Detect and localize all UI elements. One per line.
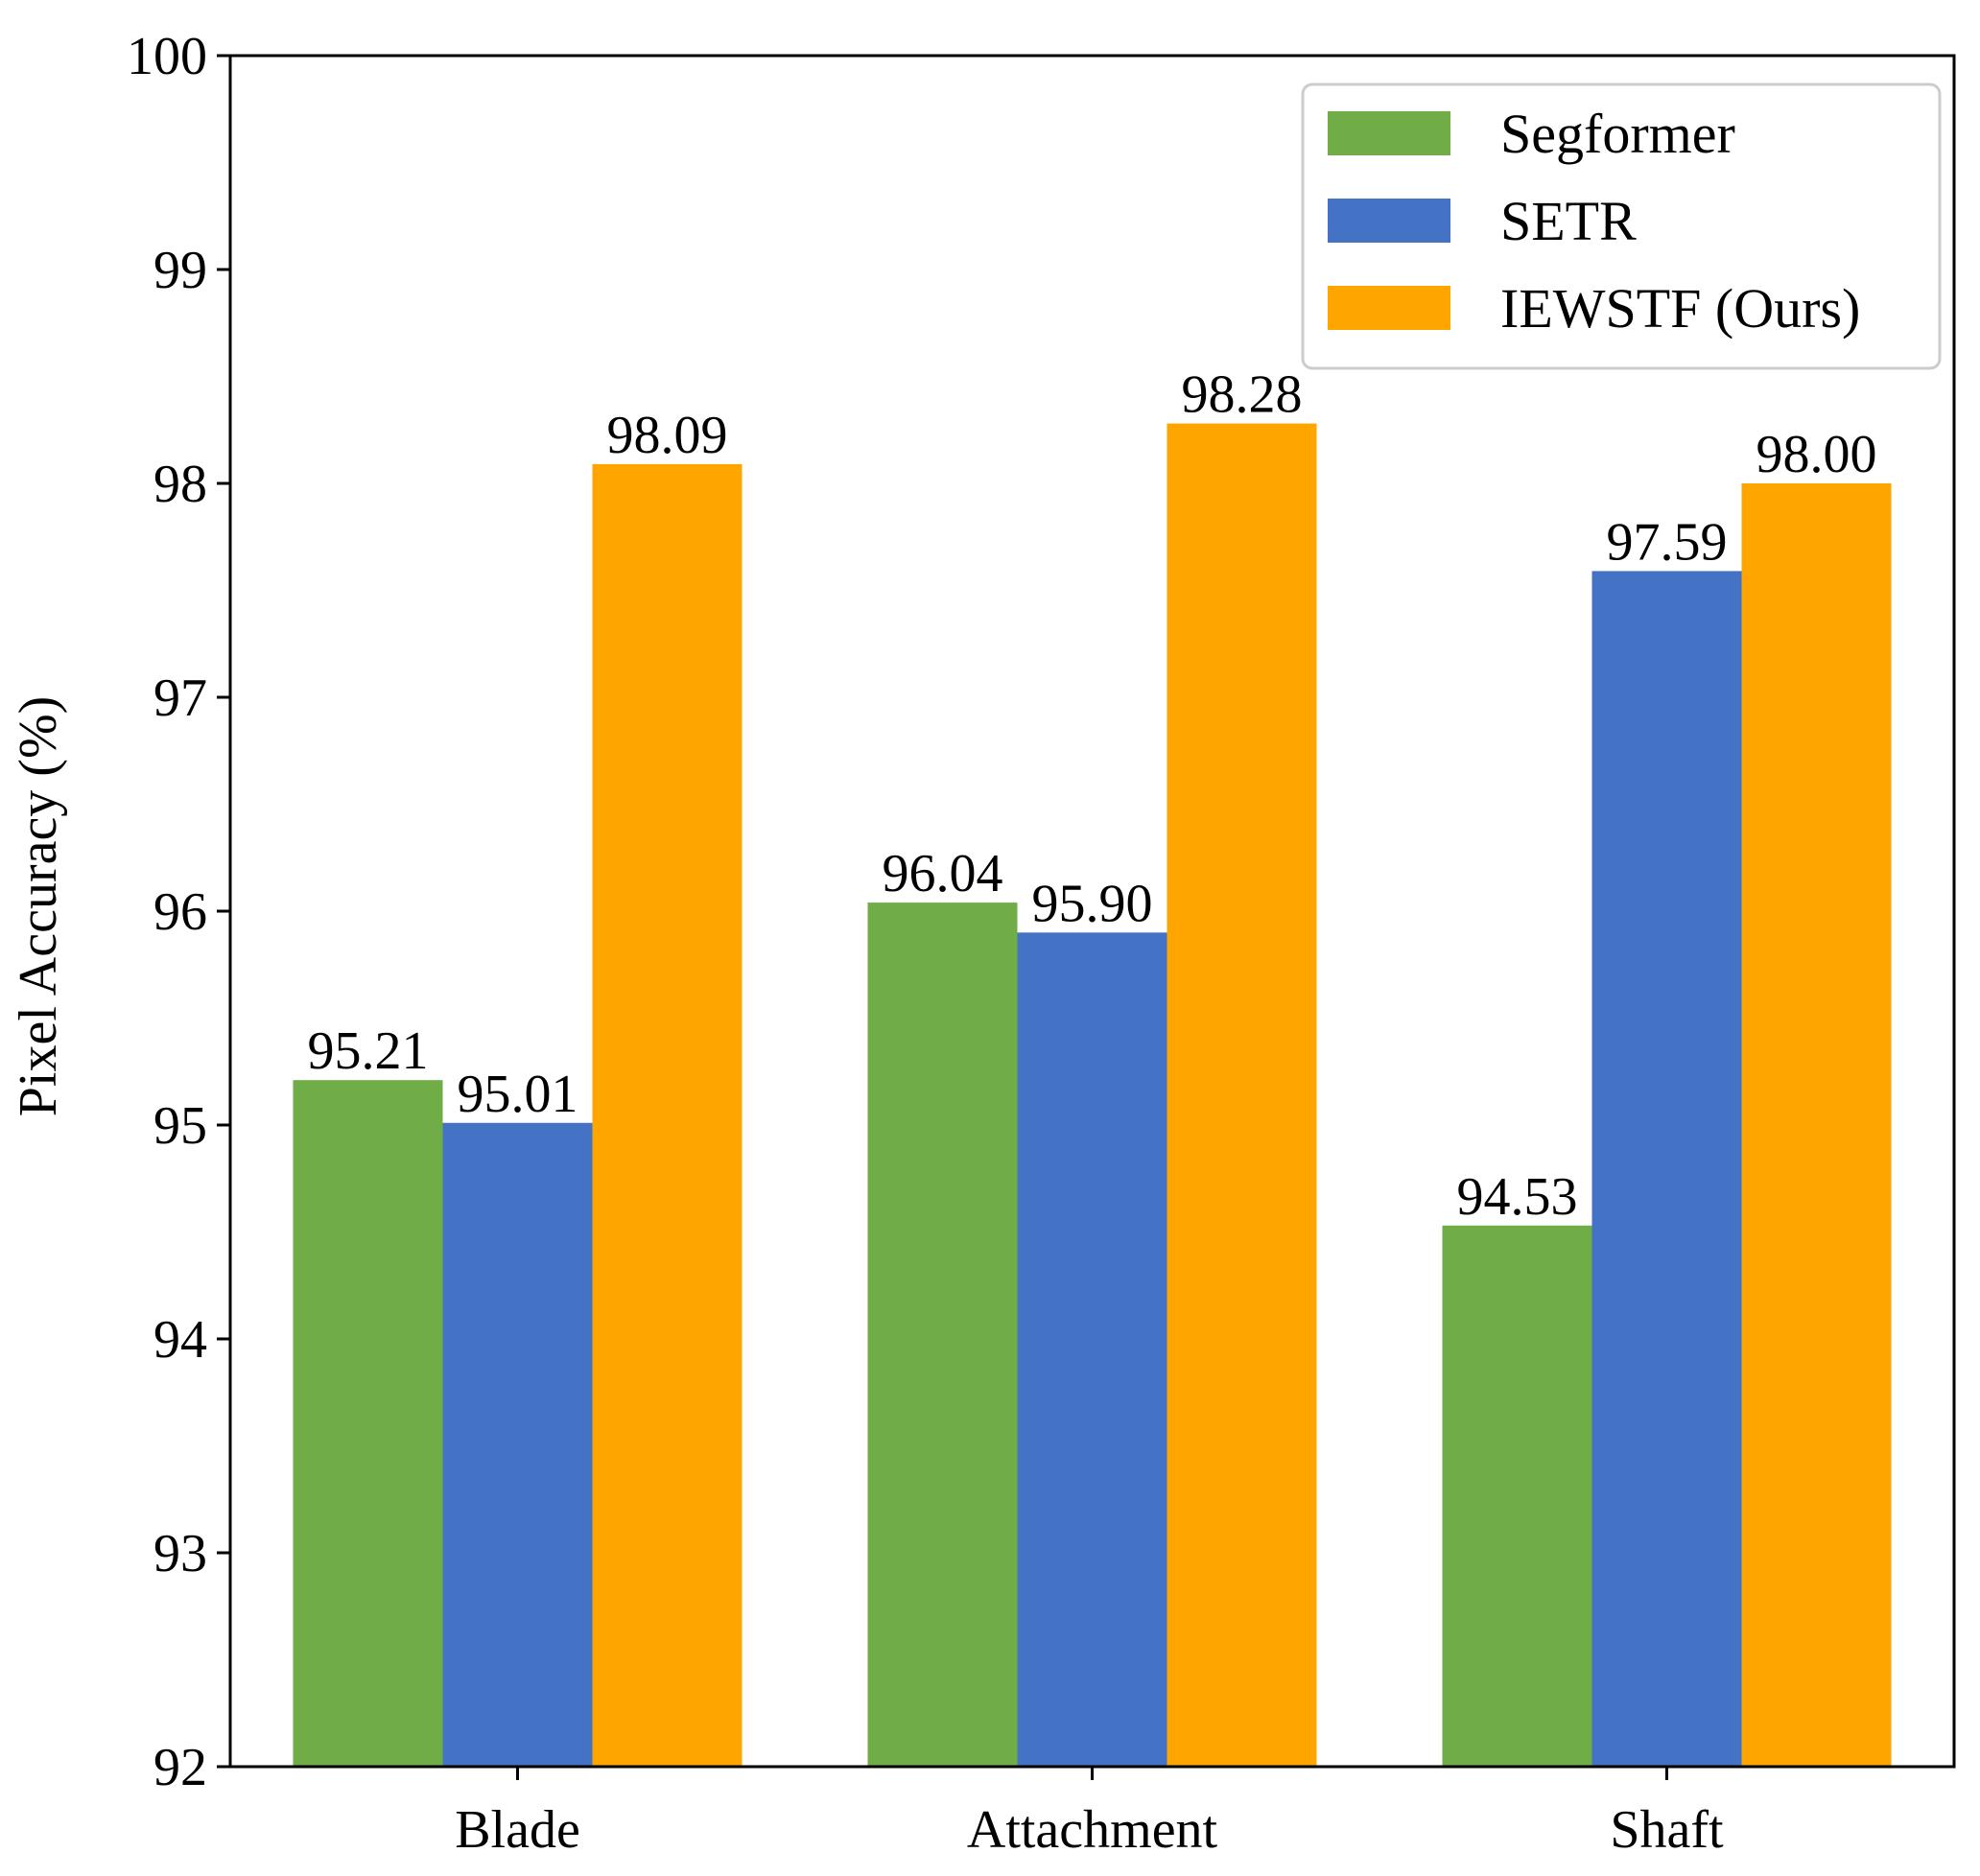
bar-value-label: 96.04 bbox=[883, 844, 1003, 903]
bar-value-label: 97.59 bbox=[1607, 512, 1728, 572]
x-category-label: Shaft bbox=[1610, 1800, 1724, 1860]
legend-swatch bbox=[1328, 111, 1450, 155]
bar-segformer-blade bbox=[293, 1080, 443, 1767]
bar-segformer-attachment bbox=[867, 903, 1018, 1767]
y-tick-label: 99 bbox=[153, 241, 207, 300]
bars-layer bbox=[293, 423, 1892, 1768]
bar-value-label: 95.01 bbox=[458, 1065, 578, 1124]
legend-label: SETR bbox=[1500, 190, 1637, 252]
bar-setr-shaft bbox=[1591, 571, 1742, 1768]
bar-segformer-shaft bbox=[1442, 1225, 1592, 1767]
legend-label: IEWSTF (Ours) bbox=[1500, 277, 1860, 340]
y-tick-label: 98 bbox=[153, 455, 207, 514]
y-tick-label: 96 bbox=[153, 882, 207, 942]
legend-swatch bbox=[1328, 286, 1450, 330]
bar-value-label: 98.00 bbox=[1756, 425, 1877, 484]
bar-setr-attachment bbox=[1017, 932, 1167, 1767]
y-tick-label: 93 bbox=[153, 1524, 207, 1583]
y-axis: 92 93 94 95 96 97 98 99 100 bbox=[127, 27, 230, 1797]
legend-box bbox=[1301, 82, 1942, 370]
y-tick-label: 94 bbox=[153, 1310, 207, 1370]
bar-value-label: 98.28 bbox=[1182, 365, 1303, 425]
legend-label: Segformer bbox=[1500, 103, 1735, 165]
y-tick-label: 100 bbox=[127, 27, 207, 86]
legend-swatch bbox=[1328, 199, 1450, 243]
y-tick-label: 97 bbox=[153, 668, 207, 728]
bar-value-label: 94.53 bbox=[1457, 1167, 1578, 1227]
x-axis: Blade Attachment Shaft bbox=[455, 1767, 1724, 1860]
bar-setr-blade bbox=[442, 1122, 593, 1767]
bar-value-label: 95.90 bbox=[1032, 874, 1153, 933]
bar-iewstf-ours-attachment bbox=[1167, 423, 1317, 1767]
data-labels-layer: 95.21 95.01 98.09 96.04 95.90 98.28 94.53 97.59… bbox=[308, 365, 1877, 1227]
bar-iewstf-ours-shaft bbox=[1741, 483, 1892, 1767]
bar-iewstf-ours-blade bbox=[592, 463, 742, 1768]
x-category-label: Blade bbox=[455, 1800, 580, 1860]
y-tick-label: 95 bbox=[153, 1096, 207, 1156]
x-category-label: Attachment bbox=[967, 1800, 1218, 1860]
y-axis-label: Pixel Accuracy (%) bbox=[9, 696, 68, 1116]
y-tick-label: 92 bbox=[153, 1738, 207, 1797]
bar-value-label: 98.09 bbox=[607, 406, 728, 465]
legend: Segformer SETR IEWSTF (Ours) bbox=[1301, 82, 1942, 370]
bar-value-label: 95.21 bbox=[308, 1021, 429, 1081]
